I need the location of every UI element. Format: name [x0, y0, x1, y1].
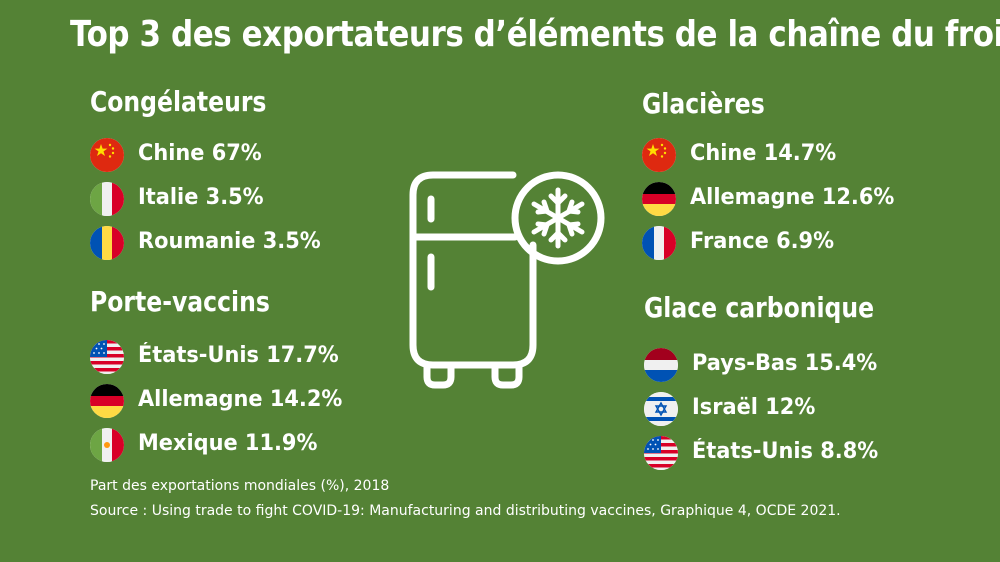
list-item: Italie 3.5%	[90, 176, 300, 220]
entry-label: Roumanie 3.5%	[138, 229, 321, 254]
mexico-flag-icon	[90, 428, 124, 462]
entry-label: Italie 3.5%	[138, 185, 264, 210]
group-congelateurs: Congélateurs Chine 67% Italie 3.5% Rouma…	[90, 82, 321, 264]
israel-flag-icon	[644, 392, 678, 426]
romania-flag-icon	[90, 226, 124, 260]
usa-flag-icon	[644, 436, 678, 470]
list-item: États-Unis 17.7%	[90, 334, 339, 378]
group-heading: Congélateurs	[90, 85, 267, 118]
group-heading: Glace carbonique	[644, 291, 875, 324]
entry-label: Chine 67%	[138, 141, 262, 166]
footnote-source: Source : Using trade to fight COVID-19: …	[90, 503, 841, 519]
china-flag-icon	[642, 138, 676, 172]
germany-flag-icon	[90, 384, 124, 418]
list-item: Israël 12%	[644, 386, 918, 430]
list-item: Roumanie 3.5%	[90, 220, 321, 264]
entry-label: France 6.9%	[690, 229, 835, 254]
entry-label: Mexique 11.9%	[138, 431, 318, 456]
entry-label: États-Unis 17.7%	[138, 343, 339, 368]
list-item: Pays-Bas 15.4%	[644, 342, 918, 386]
france-flag-icon	[642, 226, 676, 260]
list-item: États-Unis 8.8%	[644, 430, 918, 474]
list-item: Allemagne 12.6%	[642, 176, 894, 220]
entry-label: Israël 12%	[692, 395, 816, 420]
entry-label: Allemagne 12.6%	[690, 185, 895, 210]
group-glace-carbonique: Glace carbonique Pays-Bas 15.4% Israël 1…	[644, 288, 918, 474]
group-heading: Porte-vaccins	[90, 285, 270, 318]
group-glacieres: Glacières Chine 14.7% Allemagne 12.6% Fr…	[642, 84, 894, 264]
footnote-caption: Part des exportations mondiales (%), 201…	[90, 478, 390, 494]
list-item: France 6.9%	[642, 220, 834, 264]
netherlands-flag-icon	[644, 348, 678, 382]
group-heading: Glacières	[642, 87, 765, 120]
list-item: Allemagne 14.2%	[90, 378, 342, 422]
italy-flag-icon	[90, 182, 124, 216]
entry-label: Allemagne 14.2%	[138, 387, 343, 412]
page-title: Top 3 des exportateurs d’éléments de la …	[70, 14, 1000, 55]
entry-label: Pays-Bas 15.4%	[692, 351, 878, 376]
list-item: Chine 14.7%	[642, 132, 836, 176]
group-porte-vaccins: Porte-vaccins États-Unis 17.7% Allemag	[90, 282, 342, 466]
germany-flag-icon	[642, 182, 676, 216]
list-item: Mexique 11.9%	[90, 422, 317, 466]
list-item: Chine 67%	[90, 132, 300, 176]
usa-flag-icon	[90, 340, 124, 374]
china-flag-icon	[90, 138, 124, 172]
fridge-snowflake-icon	[405, 165, 610, 395]
entry-label: États-Unis 8.8%	[692, 439, 879, 464]
entry-label: Chine 14.7%	[690, 141, 837, 166]
